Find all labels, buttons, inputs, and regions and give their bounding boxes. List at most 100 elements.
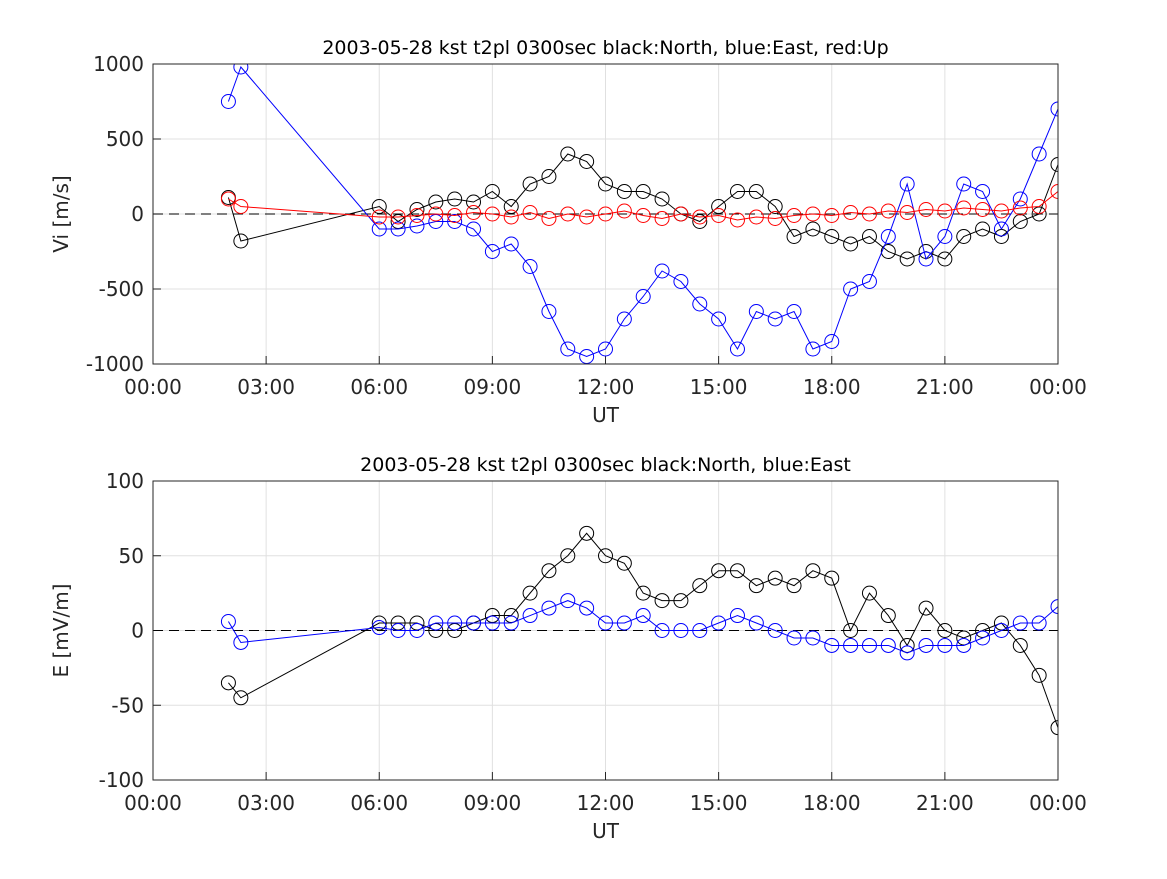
y-tick-label: 100 (106, 469, 144, 493)
data-point (937, 203, 953, 219)
data-point (711, 208, 727, 223)
data-point (729, 212, 745, 228)
data-point (993, 221, 1009, 237)
data-point (522, 585, 538, 601)
data-point (880, 637, 896, 653)
data-point (466, 205, 482, 220)
x-tick-label: 06:00 (350, 791, 408, 815)
data-point (428, 615, 444, 631)
data-point (598, 548, 613, 564)
y-tick-label: -50 (111, 693, 144, 717)
data-point (711, 311, 727, 327)
data-point (1050, 599, 1058, 615)
data-point (484, 206, 500, 222)
data-point (975, 630, 991, 646)
data-point (767, 211, 783, 226)
data-point (409, 208, 425, 223)
data-point (1012, 191, 1028, 207)
data-point (466, 221, 482, 237)
data-point (220, 94, 236, 109)
data-point (447, 191, 463, 207)
data-point (786, 630, 802, 646)
data-point (371, 221, 387, 237)
series-group (220, 64, 1058, 364)
data-point (654, 623, 670, 638)
data-point (843, 623, 859, 638)
data-point (861, 274, 877, 289)
data-point (371, 199, 387, 214)
data-point (918, 202, 934, 217)
data-point (390, 209, 406, 225)
data-point (447, 615, 463, 631)
data-point (522, 176, 538, 192)
data-point (975, 202, 991, 217)
data-point (975, 184, 991, 199)
x-tick-label: 03:00 (237, 791, 295, 815)
data-point (692, 623, 708, 638)
data-point (390, 623, 406, 638)
data-point (729, 608, 745, 624)
data-point (899, 176, 915, 192)
data-point (918, 600, 934, 616)
data-point (560, 593, 576, 609)
data-point (748, 304, 764, 319)
data-point (824, 637, 840, 653)
data-point (522, 259, 538, 274)
data-point (541, 600, 557, 616)
data-point (1012, 615, 1028, 631)
chart-title: 2003-05-28 kst t2pl 0300sec black:North,… (322, 37, 888, 59)
data-point (918, 251, 934, 267)
data-point (598, 176, 613, 192)
data-point (937, 229, 953, 244)
data-point (805, 341, 821, 357)
data-point (824, 570, 840, 586)
data-point (635, 208, 651, 223)
x-tick-label: 00:00 (124, 375, 182, 399)
data-point (767, 623, 783, 638)
data-point (233, 199, 249, 214)
data-point (711, 615, 727, 631)
data-point (1050, 101, 1058, 117)
data-point (767, 570, 783, 586)
data-point (503, 236, 519, 252)
series-line (227, 600, 1058, 654)
x-tick-label: 09:00 (464, 375, 522, 399)
data-point (729, 341, 745, 357)
data-point (428, 194, 444, 210)
y-tick-label: 0 (131, 202, 144, 226)
data-point (1031, 667, 1047, 683)
data-point (918, 637, 934, 653)
data-point (1012, 200, 1028, 216)
data-point (233, 634, 249, 650)
data-point (233, 233, 249, 249)
x-axis-label: UT (592, 403, 620, 427)
axes-box (152, 480, 1059, 781)
data-point (409, 623, 425, 638)
data-point (484, 184, 500, 199)
x-tick-label: 21:00 (916, 375, 974, 399)
data-point (654, 211, 670, 226)
data-point (522, 205, 538, 220)
data-point (233, 690, 249, 706)
y-tick-label: -100 (99, 768, 144, 792)
data-point (786, 208, 802, 223)
series-group (220, 525, 1058, 736)
data-point (692, 578, 708, 594)
data-point (805, 630, 821, 646)
data-point (560, 341, 576, 357)
data-point (635, 289, 651, 304)
data-point (371, 209, 387, 225)
data-point (635, 585, 651, 601)
data-point (843, 205, 859, 220)
data-point (843, 637, 859, 653)
data-point (767, 311, 783, 327)
data-point (579, 525, 595, 541)
data-point (899, 251, 915, 267)
data-point (692, 209, 708, 225)
data-point (579, 154, 595, 169)
data-point (692, 214, 708, 229)
data-point (880, 203, 896, 219)
axes-box (152, 63, 1059, 365)
